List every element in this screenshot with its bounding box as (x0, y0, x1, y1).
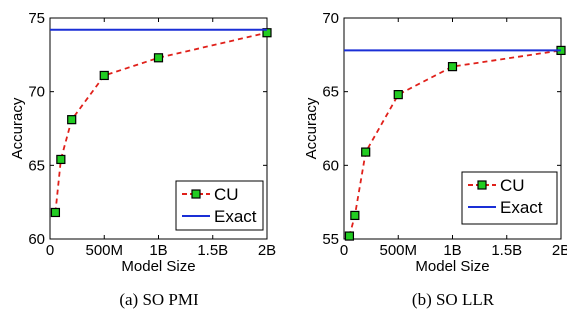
data-point (262, 28, 272, 38)
panel-caption: (b) SO LLR (412, 290, 495, 309)
data-point (153, 53, 164, 63)
legend-marker (191, 189, 201, 199)
x-tick-label: 500M (85, 242, 123, 259)
x-tick-label: 0 (340, 242, 348, 259)
chart-panel-2: 0 500M 1B 1.5B 2B 55 60 65 70 Model Size Accuracy C… (303, 10, 567, 309)
x-tick-label: 2B (258, 242, 276, 259)
x-tick-label: 500M (379, 242, 417, 259)
legend-label-exact: Exact (214, 207, 257, 226)
data-point (344, 231, 355, 241)
legend-label-exact: Exact (500, 198, 543, 217)
legend: CU Exact (461, 171, 558, 225)
x-tick-label: 1.5B (491, 242, 522, 259)
y-axis-label: Accuracy (9, 97, 26, 159)
data-point (99, 70, 109, 81)
panel-caption: (a) SO PMI (119, 290, 199, 309)
y-axis-label: Accuracy (303, 97, 320, 159)
y-tick-label: 75 (28, 10, 45, 27)
x-tick-label: 1B (443, 242, 461, 259)
y-tick-label: 55 (322, 231, 339, 248)
data-point (447, 62, 458, 72)
legend-label-cu: CU (214, 185, 239, 204)
y-tick-label: 60 (28, 231, 45, 248)
x-tick-label: 1B (149, 242, 167, 259)
series-line-cu (348, 49, 562, 237)
data-point (67, 115, 77, 125)
data-point (361, 147, 371, 157)
x-tick-label: 0 (46, 242, 54, 259)
data-point (50, 207, 61, 218)
y-tick-label: 65 (322, 84, 339, 101)
chart-panel-1: 0 500M 1B 1.5B 2B 60 65 70 75 Model Size Accuracy C… (9, 10, 276, 309)
y-tick-label: 70 (322, 10, 339, 27)
x-axis-label: Model Size (415, 258, 489, 275)
series-line-cu (54, 31, 268, 213)
y-tick-label: 60 (322, 157, 339, 174)
data-point (350, 210, 360, 221)
x-tick-label: 2B (552, 242, 567, 259)
data-point (393, 90, 403, 100)
data-point (56, 154, 66, 165)
y-tick-label: 65 (28, 157, 45, 174)
x-axis-label: Model Size (121, 258, 195, 275)
legend: CU Exact (175, 180, 264, 231)
legend-marker (477, 180, 487, 190)
legend-label-cu: CU (500, 176, 525, 195)
x-tick-label: 1.5B (197, 242, 228, 259)
legend-box (175, 180, 264, 231)
y-tick-label: 70 (28, 84, 45, 101)
